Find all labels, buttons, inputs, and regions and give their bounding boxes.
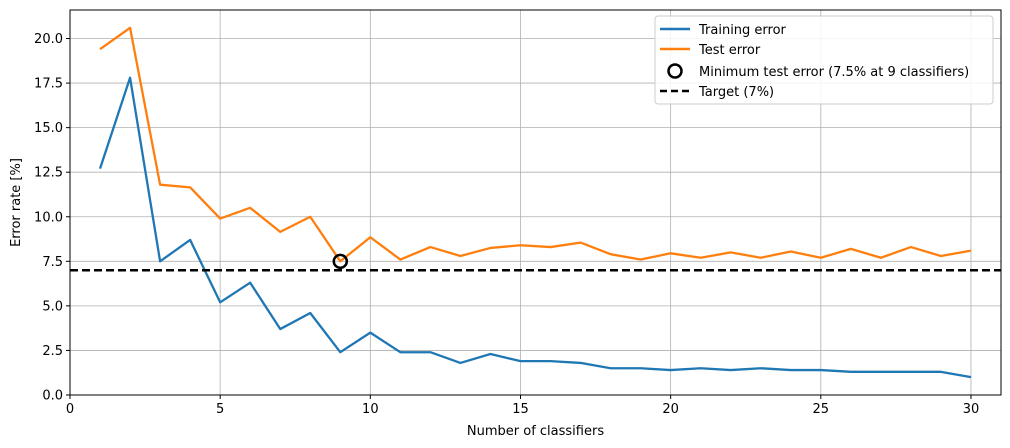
legend-target-label: Target (7%)	[698, 85, 774, 100]
x-tick-label: 0	[66, 402, 74, 417]
plot-data	[70, 26, 1001, 379]
plot-frame	[69, 9, 1002, 396]
x-tick-label: 15	[512, 402, 529, 417]
legend-minimum-label: Minimum test error (7.5% at 9 classifier…	[699, 65, 969, 80]
y-tick-label: 17.5	[34, 77, 63, 92]
y-tick-label: 7.5	[42, 255, 63, 270]
y-tick-label: 15.0	[34, 121, 63, 136]
y-axis-label: Error rate [%]	[9, 158, 24, 247]
training-error-line	[98, 76, 972, 379]
legend-minimum-marker	[667, 63, 683, 79]
y-tick-label: 2.5	[42, 344, 63, 359]
legend: Training error Test error Minimum test e…	[654, 15, 994, 105]
x-tick-label: 20	[662, 402, 679, 417]
legend-test-error-label: Test error	[698, 43, 761, 58]
x-tick-label: 10	[362, 402, 379, 417]
x-tick-label: 5	[216, 402, 224, 417]
axis-ticks: 0 5 10 15 20 25 30 0.0 2.5 5.0 7.5 10.0 12.5 15.0 17.5…	[34, 32, 979, 417]
x-tick-label: 25	[813, 402, 830, 417]
y-tick-label: 20.0	[34, 32, 63, 47]
legend-box	[654, 15, 994, 105]
y-tick-label: 0.0	[42, 389, 63, 404]
y-tick-label: 12.5	[34, 166, 63, 181]
test-error-line	[99, 26, 972, 263]
legend-training-error-label: Training error	[698, 23, 787, 38]
minimum-test-error-marker	[332, 253, 349, 270]
x-axis-label: Number of classifiers	[467, 424, 604, 439]
y-tick-label: 5.0	[42, 299, 63, 314]
y-tick-label: 10.0	[34, 210, 63, 225]
x-tick-label: 30	[963, 402, 980, 417]
